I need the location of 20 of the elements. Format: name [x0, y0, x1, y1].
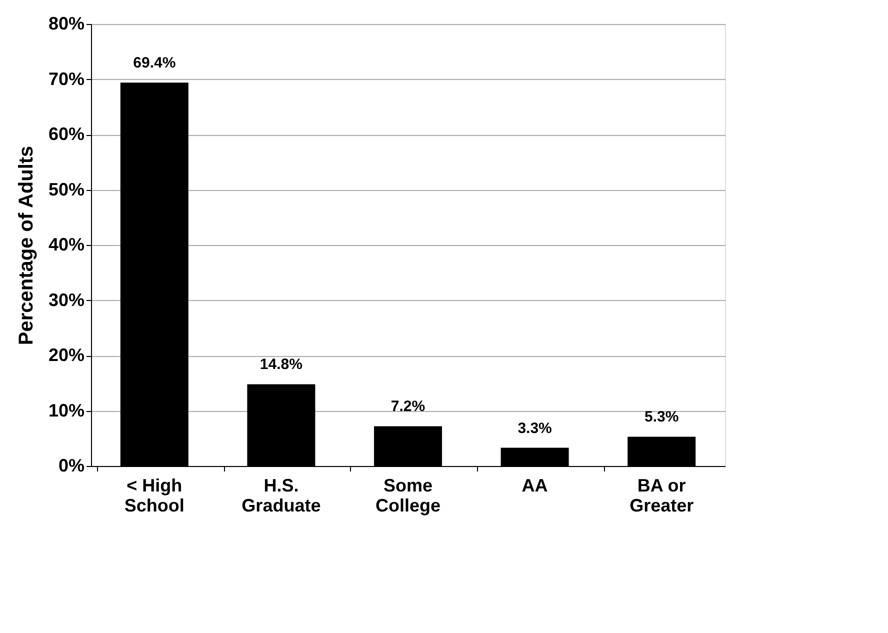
y-tick-label: 60%: [48, 124, 84, 144]
y-tick-label: 40%: [48, 234, 84, 254]
y-tick-label: 20%: [48, 345, 84, 365]
y-tick-label: 70%: [48, 68, 84, 89]
data-label: 5.3%: [644, 408, 679, 426]
x-tick-label: < High School: [124, 476, 184, 516]
y-tick-label: 0%: [58, 456, 84, 476]
y-tick-label: 10%: [48, 400, 84, 420]
x-tick-label: H.S. Graduate: [242, 476, 321, 516]
data-label: 7.2%: [390, 398, 426, 416]
x-tick-label: Some College: [375, 476, 441, 516]
y-axis-title: Percentage of Adults: [15, 146, 38, 346]
data-label: 14.8%: [260, 356, 302, 374]
y-tick-label: 80%: [48, 14, 84, 34]
y-tick-label: 30%: [48, 290, 84, 310]
y-tick-label: 50%: [48, 179, 84, 200]
data-label: 69.4%: [133, 54, 176, 72]
x-tick-label: AA: [522, 476, 548, 496]
x-tick-label: BA or Greater: [630, 476, 694, 516]
data-label: 3.3%: [518, 420, 552, 437]
